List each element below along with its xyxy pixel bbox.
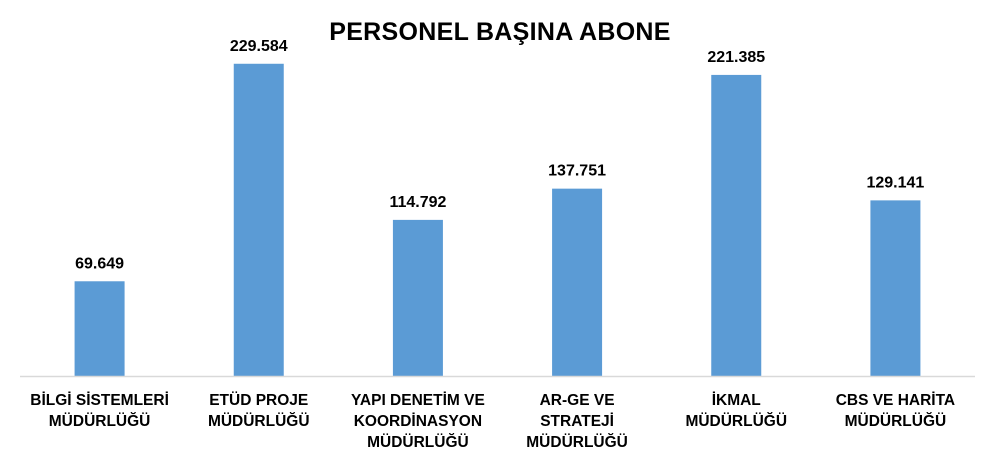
value-label-1: 69.649 [75, 255, 124, 272]
category-label-5: İKMAL MÜDÜRLÜĞÜ [661, 390, 811, 432]
chart-title: PERSONEL BAŞINA ABONE [329, 18, 671, 46]
category-label-line: ETÜD PROJE [209, 392, 309, 409]
bar-6 [870, 200, 921, 376]
bar-4 [552, 188, 603, 376]
category-label-line: KOORDİNASYON [353, 413, 483, 430]
category-label-line: İKMAL [711, 392, 761, 409]
category-label-line: CBS VE HARİTA [835, 392, 956, 409]
bars-group [74, 63, 921, 377]
value-label-3: 114.792 [389, 194, 446, 211]
value-labels-group: 69.649 229.584 114.792 137.751 221.385 129.14… [75, 38, 924, 273]
category-label-6: CBS VE HARİTA MÜDÜRLÜĞÜ [820, 390, 970, 432]
category-label-line: MÜDÜRLÜĞÜ [367, 434, 469, 451]
value-label-6: 129.141 [866, 174, 924, 191]
value-label-4: 137.751 [548, 163, 606, 180]
bar-3 [392, 219, 443, 376]
bar-1 [74, 281, 125, 376]
category-label-line: MÜDÜRLÜĞÜ [685, 413, 788, 430]
category-label-3: YAPI DENETİM VE KOORDİNASYON MÜDÜRLÜĞÜ [343, 390, 493, 453]
category-label-line: MÜDÜRLÜĞÜ [844, 413, 947, 430]
category-label-line: AR-GE VE STRATEJİ [539, 392, 615, 430]
category-label-line: MÜDÜRLÜĞÜ [207, 413, 310, 430]
category-label-4: AR-GE VE STRATEJİ MÜDÜRLÜĞÜ [502, 390, 652, 453]
category-label-line: MÜDÜRLÜĞÜ [526, 434, 628, 451]
category-label-line: BİLGİ SİSTEMLERİ [30, 392, 169, 409]
category-label-line: YAPI DENETİM VE [351, 392, 485, 409]
category-label-2: ETÜD PROJE MÜDÜRLÜĞÜ [184, 390, 334, 432]
value-label-5: 221.385 [707, 49, 765, 66]
category-label-line: MÜDÜRLÜĞÜ [48, 413, 151, 430]
bar-5 [711, 74, 762, 377]
category-label-1: BİLGİ SİSTEMLERİ MÜDÜRLÜĞÜ [25, 390, 175, 432]
value-label-2: 229.584 [230, 38, 288, 55]
bar-2 [233, 63, 284, 377]
